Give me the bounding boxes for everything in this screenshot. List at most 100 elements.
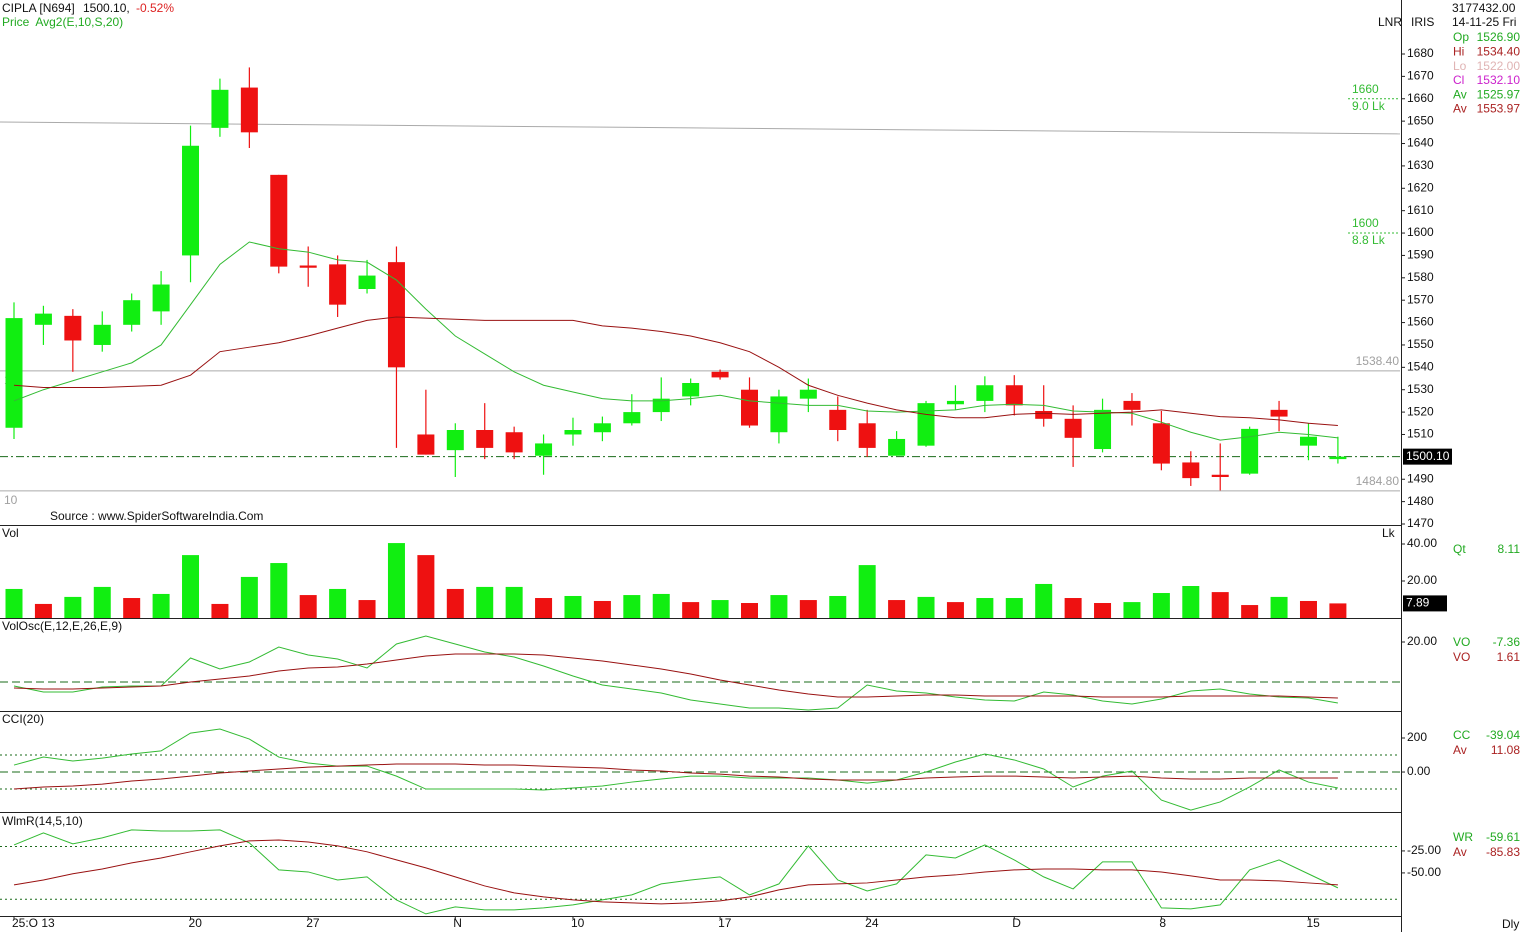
- readout-name: Av: [1453, 102, 1467, 116]
- candle-body: [152, 284, 170, 312]
- tag: LNR: [1378, 15, 1402, 29]
- panel-title: Vol: [2, 526, 19, 540]
- candle-body: [417, 434, 435, 455]
- candle-body: [329, 264, 347, 305]
- indicator-line: [13, 653, 1338, 699]
- candle-body: [770, 396, 788, 433]
- volume-bar: [1241, 605, 1259, 618]
- readout-value: 1525.97: [1477, 87, 1521, 101]
- volume-level-price: 1600: [1352, 216, 1379, 230]
- volume-bar: [1123, 602, 1141, 618]
- level-side-label: 10: [4, 493, 18, 507]
- readout-value: 1553.97: [1477, 102, 1521, 116]
- level-label: 1484.80: [1356, 474, 1400, 488]
- volume-bar: [240, 576, 258, 618]
- candle-body: [652, 398, 670, 413]
- y-tick-label: 1510: [1407, 427, 1434, 441]
- volume-bar: [1299, 600, 1317, 618]
- candle-body: [1241, 428, 1259, 474]
- y-tick-label: 1560: [1407, 315, 1434, 329]
- volume-bar: [888, 600, 906, 618]
- candle-body: [741, 389, 758, 426]
- candle-body: [917, 403, 935, 446]
- volume-bar: [1329, 603, 1347, 618]
- indicator-line: [13, 728, 1338, 811]
- candle-body: [593, 423, 611, 433]
- volume-bar: [682, 602, 700, 618]
- volume-bar: [93, 586, 111, 618]
- readout-name: Qt: [1453, 542, 1466, 556]
- volume-bar: [623, 595, 641, 618]
- volume-bar: [858, 565, 876, 618]
- candle-body: [5, 318, 23, 428]
- volume-bar: [182, 555, 200, 618]
- y-tick-label: 1610: [1407, 203, 1434, 217]
- readout-name: Hi: [1453, 44, 1464, 58]
- candle-body: [446, 430, 464, 451]
- symbol: CIPLA [N694]: [2, 1, 75, 15]
- candle-body: [211, 89, 229, 128]
- candle-body: [946, 400, 964, 405]
- readout-value: -7.36: [1493, 635, 1521, 649]
- y-tick-label: 1660: [1407, 91, 1434, 105]
- volume-bar: [211, 603, 229, 618]
- readout-name: Cl: [1453, 73, 1464, 87]
- volume-bar: [123, 598, 141, 618]
- y-tick-label: 200: [1407, 730, 1427, 744]
- panel-title: WlmR(14,5,10): [2, 814, 83, 828]
- last-volume-label: 7.89: [1406, 596, 1430, 610]
- tag: IRIS: [1411, 15, 1434, 29]
- candle-body: [387, 262, 405, 368]
- volume-bar: [329, 588, 347, 618]
- x-tick-label: 15: [1306, 916, 1320, 930]
- readout-name: Av: [1453, 743, 1467, 757]
- volume-bar: [5, 588, 23, 618]
- readout-value: -59.61: [1486, 830, 1520, 844]
- readout-value: 1522.00: [1477, 59, 1521, 73]
- volume-bar: [1211, 592, 1229, 618]
- y-tick-label: 1650: [1407, 113, 1434, 127]
- volume-bar: [799, 600, 817, 618]
- trendline: [0, 121, 1401, 135]
- candle-body: [476, 430, 494, 448]
- volume-bar: [946, 602, 964, 618]
- indicator-line: [13, 316, 1338, 427]
- y-tick-label: 1590: [1407, 248, 1434, 262]
- y-tick-label: 1530: [1407, 382, 1434, 396]
- candle-body: [358, 275, 376, 289]
- readout-name: CC: [1453, 728, 1471, 742]
- y-tick-label: 1620: [1407, 180, 1434, 194]
- y-tick-label: 1680: [1407, 46, 1434, 60]
- indicator-line: [13, 635, 1338, 711]
- volume-bar: [917, 596, 935, 618]
- candle-body: [1152, 423, 1170, 464]
- volume-bar: [770, 595, 788, 618]
- candle-body: [1035, 410, 1053, 419]
- y-tick-label: -25.00: [1407, 843, 1441, 857]
- volume-bar: [829, 595, 847, 618]
- y-tick-label: 0.00: [1407, 764, 1431, 778]
- volume-bar: [1005, 598, 1023, 618]
- volume-bar: [1270, 596, 1288, 618]
- y-tick-label: 1670: [1407, 69, 1434, 83]
- candle-body: [299, 265, 317, 268]
- volume-bar: [387, 543, 405, 618]
- readout-value: 1.61: [1497, 650, 1521, 664]
- readout-value: 1534.40: [1477, 44, 1521, 58]
- candle-body: [505, 432, 523, 453]
- y-tick-label: 1570: [1407, 292, 1434, 306]
- x-tick-label: 24: [865, 916, 879, 930]
- x-tick-label: 10: [571, 916, 585, 930]
- readout-name: Av: [1453, 845, 1467, 859]
- volume-bar: [64, 596, 82, 618]
- indicator-line: [13, 829, 1339, 915]
- candle-body: [682, 383, 700, 397]
- level-label: 1538.40: [1356, 354, 1400, 368]
- total: 3177432.00: [1452, 1, 1516, 15]
- candle-body: [1329, 456, 1347, 460]
- volume-bar: [358, 600, 376, 618]
- source: Source : www.SpiderSoftwareIndia.Com: [50, 509, 263, 523]
- candle-body: [1270, 409, 1288, 417]
